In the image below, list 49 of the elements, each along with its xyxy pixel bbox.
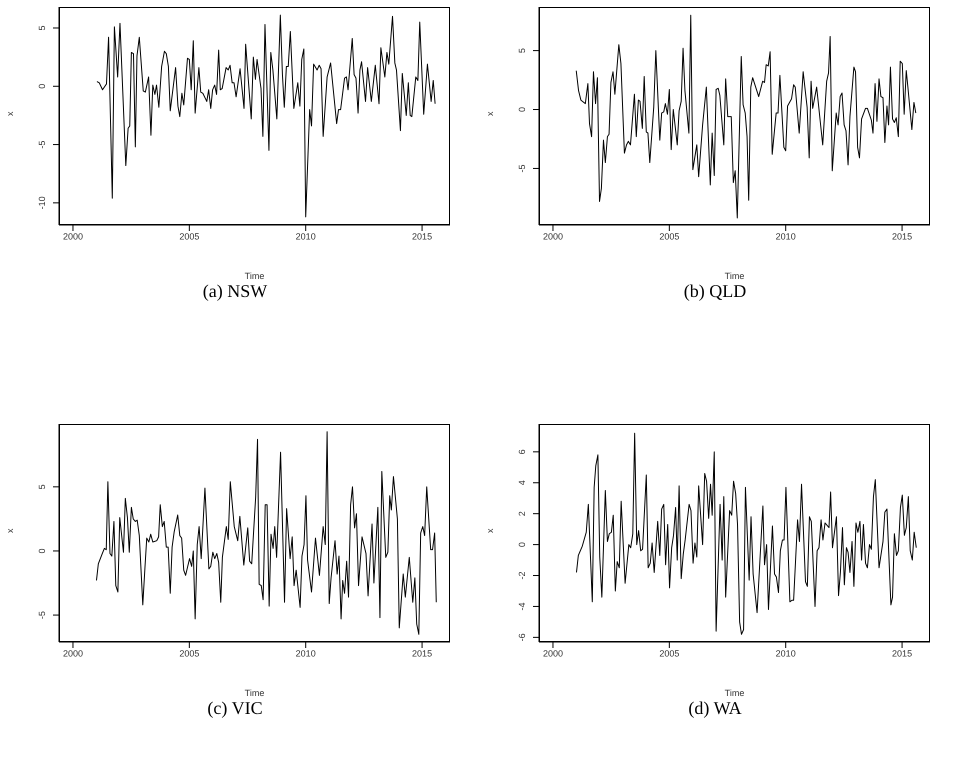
y-tick-label: 0 (517, 542, 527, 548)
x-tick-label: 2010 (776, 648, 796, 658)
x-tick-label: 2005 (179, 231, 200, 242)
y-tick-label: 5 (517, 48, 527, 54)
y-tick-label: 5 (37, 25, 47, 30)
y-tick-label: 2 (517, 511, 527, 516)
line-series (96, 431, 437, 635)
x-tick-label: 2015 (412, 648, 432, 658)
text: (d) WA (687, 698, 743, 719)
y-tick-label: -5 (517, 164, 527, 172)
line-series (96, 14, 436, 218)
x-tick-label: 2015 (412, 231, 432, 242)
x-tick-label: 2000 (542, 648, 563, 658)
y-tick-label: -6 (517, 633, 527, 642)
x-tick-label: 2015 (892, 648, 912, 658)
y-tick-label: 4 (517, 480, 527, 486)
y-tick-label: 0 (517, 107, 527, 112)
y-tick-label: -10 (37, 196, 47, 210)
x-tick-label: 2005 (179, 648, 200, 658)
text: (b) QLD (682, 281, 748, 302)
y-tick-label: 6 (517, 449, 527, 454)
x-tick-label: 2015 (892, 231, 912, 242)
y-tick-label: -5 (37, 611, 47, 620)
x-axis-title: Time (244, 271, 264, 281)
x-tick-label: 2000 (542, 231, 563, 242)
y-tick-label: -2 (517, 572, 527, 580)
text: (c) VIC (206, 698, 264, 719)
line-series (576, 432, 917, 635)
y-tick-label: 0 (37, 548, 47, 554)
text: (a) NSW (202, 281, 268, 302)
y-tick-label: -4 (517, 602, 527, 610)
y-axis-title: x (485, 528, 496, 533)
x-tick-label: 2000 (62, 231, 83, 242)
y-tick-label: 0 (37, 84, 47, 89)
y-axis-title: x (485, 111, 496, 116)
x-tick-label: 2005 (659, 231, 680, 242)
x-tick-label: 2000 (62, 648, 83, 658)
y-tick-label: -5 (37, 140, 47, 149)
y-axis-title: x (5, 111, 16, 116)
x-axis-title: Time (724, 688, 744, 698)
x-axis-title: Time (724, 271, 744, 281)
y-axis-title: x (5, 528, 16, 533)
x-tick-label: 2010 (776, 231, 796, 242)
x-axis-title: Time (244, 688, 264, 698)
y-tick-label: 5 (37, 484, 47, 490)
line-series (576, 14, 916, 218)
x-tick-label: 2010 (296, 231, 316, 242)
x-tick-label: 2010 (296, 648, 316, 658)
x-tick-label: 2005 (659, 648, 680, 658)
